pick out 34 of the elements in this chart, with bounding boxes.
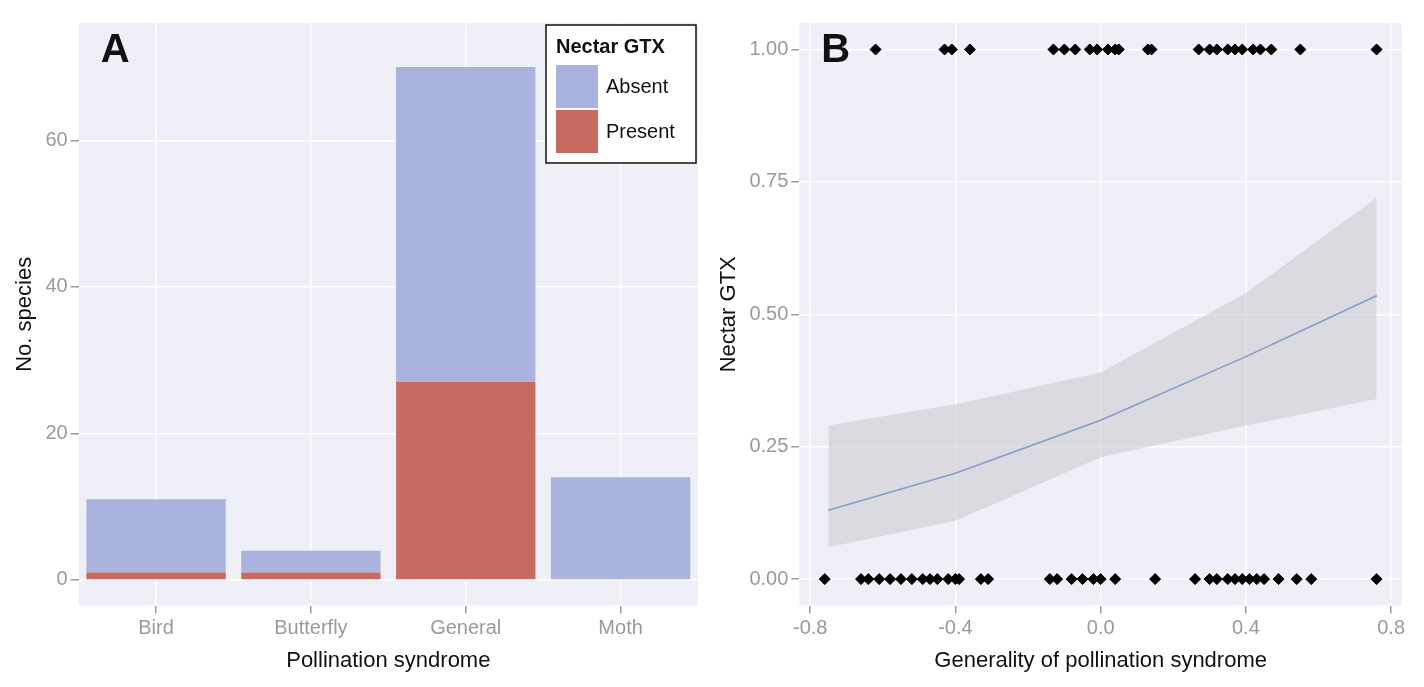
annotation: A	[100, 26, 130, 71]
bar	[241, 550, 381, 573]
y-tick-label: 40	[45, 274, 68, 297]
bar	[86, 572, 226, 580]
x-tick-label: Bird	[138, 616, 174, 639]
y-tick-label: 0	[56, 567, 68, 590]
y-tick-label: 1.00	[749, 37, 789, 59]
bar	[241, 572, 381, 580]
legend-title: Nectar GTX	[556, 34, 666, 57]
y-axis-title: Nectar GTX	[715, 255, 741, 373]
y-tick-label: 60	[45, 127, 68, 150]
x-tick-label: -0.4	[938, 616, 973, 639]
x-tick-label: 0.8	[1377, 616, 1406, 639]
legend-label: Present	[606, 120, 676, 143]
x-tick-label: 0.0	[1086, 616, 1115, 639]
y-axis-title: No. species	[11, 256, 37, 372]
bar	[396, 382, 536, 580]
y-tick-label: 0.50	[749, 301, 789, 324]
legend-label: Absent	[606, 75, 669, 98]
x-tick-label: General	[430, 616, 502, 639]
x-tick-label: 0.4	[1231, 616, 1260, 639]
bar	[396, 66, 536, 383]
bar	[550, 477, 691, 580]
x-tick-label: Butterfly	[274, 616, 348, 639]
y-tick-label: 0.75	[749, 169, 789, 192]
annotation: B	[821, 26, 851, 71]
x-axis-title: Generality of pollination syndrome	[934, 646, 1267, 672]
y-tick-label: 20	[45, 420, 68, 443]
y-tick-label: 0.00	[749, 566, 789, 589]
x-axis-title: Pollination syndrome	[286, 646, 491, 672]
x-tick-label: Moth	[598, 616, 643, 639]
y-tick-label: 0.25	[749, 434, 789, 457]
x-tick-label: -0.8	[792, 616, 828, 639]
bar	[86, 499, 226, 573]
